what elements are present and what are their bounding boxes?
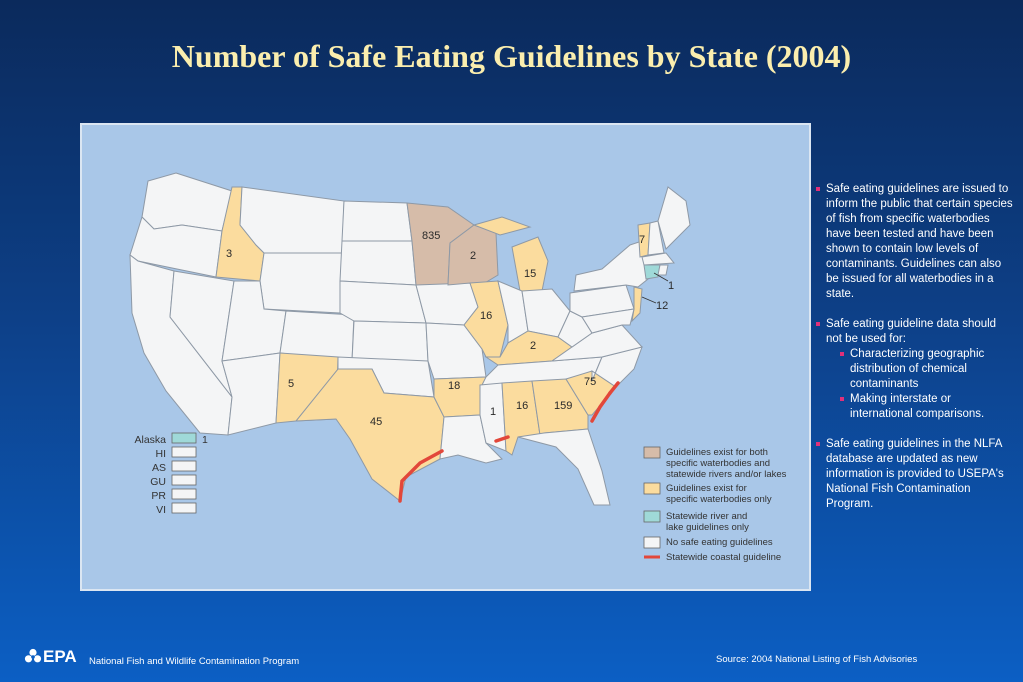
note-text-1: Safe eating guidelines are issued to inf…	[826, 183, 1013, 300]
count-al: 16	[516, 400, 528, 412]
epa-flower-icon	[24, 648, 42, 663]
note-subtext-1: Characterizing geographic distribution o…	[850, 348, 985, 390]
count-ky: 2	[530, 340, 536, 352]
count-ct: 1	[668, 280, 674, 292]
count-ar: 18	[448, 380, 460, 392]
state-mt	[239, 186, 345, 254]
footer-program: National Fish and Wildlife Contamination…	[89, 656, 300, 667]
note-item-1: Safe eating guidelines are issued to inf…	[814, 182, 1014, 302]
epa-logo-text: EPA	[43, 647, 77, 666]
footer-source: Source: 2004 National Listing of Fish Ad…	[716, 654, 918, 665]
territory-swatch-pr	[171, 488, 197, 500]
leader-line-nj	[641, 296, 657, 304]
count-ms: 1	[490, 406, 496, 418]
count-nj: 12	[656, 300, 668, 312]
coastal-guideline-tx	[398, 449, 444, 503]
leader-line-ct	[653, 272, 669, 282]
state-ne	[339, 280, 427, 324]
count-tx: 45	[370, 416, 382, 428]
territory-name-vi: VI	[156, 504, 166, 516]
legend-statewide-line2: lake guidelines only	[666, 522, 749, 533]
legend-swatch-statewide	[643, 510, 661, 523]
territory-list: Alaska 1 HI AS GU PR VI	[134, 432, 208, 516]
notes-panel: Safe eating guidelines are issued to inf…	[814, 182, 1014, 527]
state-me	[657, 186, 691, 250]
territory-name-alaska: Alaska	[134, 434, 166, 446]
legend-both-line3: statewide rivers and/or lakes	[666, 469, 787, 480]
note-subitem-1: Characterizing geographic distribution o…	[826, 347, 1014, 392]
state-mi	[511, 236, 549, 292]
count-mn: 835	[422, 230, 440, 242]
count-sc: 75	[584, 376, 596, 388]
map-legend: Guidelines exist for both specific water…	[643, 446, 787, 563]
us-map-panel: 3 835 2 15 16 2 5 45 18 1 16 159 75 7 1 …	[80, 123, 811, 591]
state-nd	[341, 200, 413, 242]
state-wy	[259, 252, 343, 314]
state-ms	[479, 382, 507, 452]
legend-swatch-none	[643, 536, 661, 549]
territory-swatch-vi	[171, 502, 197, 514]
state-ct	[643, 264, 661, 280]
note-text-2: Safe eating guideline data should not be…	[826, 318, 997, 345]
notes-list: Safe eating guidelines are issued to inf…	[814, 182, 1014, 512]
count-ga: 159	[554, 400, 572, 412]
territory-count-alaska: 1	[202, 434, 208, 446]
state-sd	[339, 240, 417, 286]
state-mi-up	[472, 216, 532, 236]
count-vt: 7	[639, 234, 645, 246]
count-id: 3	[226, 248, 232, 260]
legend-none-line1: No safe eating guidelines	[666, 537, 773, 548]
legend-specific-line1: Guidelines exist for	[666, 483, 747, 494]
count-nm: 5	[288, 378, 294, 390]
state-ny	[573, 240, 649, 292]
bullet-icon	[840, 352, 844, 356]
note-text-3: Safe eating guidelines in the NLFA datab…	[826, 438, 1004, 510]
coastal-guideline-ms	[494, 435, 510, 443]
state-nj	[631, 286, 643, 323]
legend-swatch-specific	[643, 482, 661, 495]
state-ma	[641, 252, 675, 266]
count-mi: 15	[524, 268, 536, 280]
legend-statewide-line1: Statewide river and	[666, 511, 747, 522]
territory-swatch-hi	[171, 446, 197, 458]
legend-coastal-line1: Statewide coastal guideline	[666, 552, 781, 563]
state-az	[221, 352, 281, 436]
bullet-icon	[816, 187, 820, 191]
state-wa	[141, 172, 233, 232]
state-ri	[657, 264, 669, 276]
legend-swatch-both	[643, 446, 661, 459]
legend-both-line2: specific waterbodies and	[666, 458, 770, 469]
state-fl	[517, 428, 611, 506]
legend-both-line1: Guidelines exist for both	[666, 447, 768, 458]
territory-swatch-as	[171, 460, 197, 472]
note-subtext-2: Making interstate or international compa…	[850, 393, 985, 420]
count-il: 16	[480, 310, 492, 322]
epa-logo: EPA	[24, 647, 77, 667]
territory-name-hi: HI	[156, 448, 167, 460]
count-wi: 2	[470, 250, 476, 262]
territory-name-gu: GU	[150, 476, 166, 488]
legend-specific-line2: specific waterbodies only	[666, 494, 772, 505]
us-map: 3 835 2 15 16 2 5 45 18 1 16 159 75 7 1 …	[129, 172, 787, 563]
slide-title: Number of Safe Eating Guidelines by Stat…	[171, 38, 852, 74]
note-item-3: Safe eating guidelines in the NLFA datab…	[814, 437, 1014, 512]
territory-swatch-alaska	[171, 432, 197, 444]
coastal-guideline-sc-nc	[608, 381, 620, 395]
territory-swatch-gu	[171, 474, 197, 486]
bullet-icon	[840, 397, 844, 401]
state-md	[581, 308, 635, 334]
bullet-icon	[816, 442, 820, 446]
territory-name-as: AS	[152, 462, 166, 474]
territory-name-pr: PR	[151, 490, 166, 502]
coastal-guideline-sc-ga	[590, 391, 612, 423]
state-ks	[351, 320, 429, 362]
note-sublist: Characterizing geographic distribution o…	[826, 347, 1014, 422]
bullet-icon	[816, 322, 820, 326]
note-item-2: Safe eating guideline data should not be…	[814, 317, 1014, 422]
note-subitem-2: Making interstate or international compa…	[826, 392, 1014, 422]
